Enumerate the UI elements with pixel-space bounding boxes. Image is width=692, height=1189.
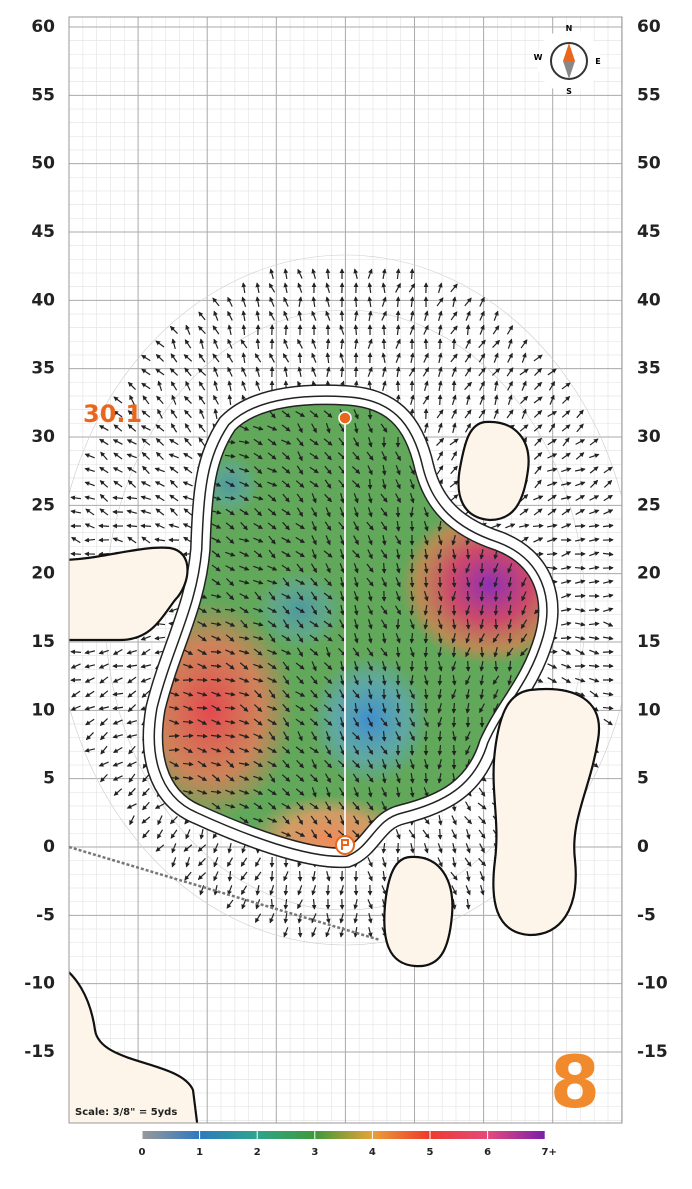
y-tick-label-right: 0 [637, 837, 649, 857]
y-tick-label-right: 55 [637, 85, 661, 105]
compass-w: W [534, 53, 543, 62]
y-tick-label-left: 55 [31, 85, 55, 105]
y-tick-label-left: -5 [36, 905, 55, 925]
y-tick-label-left: 0 [43, 837, 55, 857]
y-tick-label-right: -5 [637, 905, 656, 925]
y-tick-label-right: 50 [637, 154, 661, 174]
legend-label: 2 [254, 1147, 261, 1158]
legend-label: 3 [311, 1147, 318, 1158]
y-tick-label-left: 30 [31, 427, 55, 447]
y-tick-label-left: -10 [24, 974, 55, 994]
y-tick-label-right: 15 [637, 632, 661, 652]
y-tick-label-left: 25 [31, 495, 55, 515]
y-tick-label-right: 35 [637, 359, 661, 379]
y-tick-label-right: 20 [637, 564, 661, 584]
y-tick-label-right: 25 [637, 495, 661, 515]
y-tick-label-left: 20 [31, 564, 55, 584]
legend-label: 4 [369, 1147, 376, 1158]
pin [338, 411, 352, 425]
y-tick-label-left: 5 [43, 769, 55, 789]
compass-n: N [566, 24, 573, 33]
y-tick-label-right: 45 [637, 222, 661, 242]
y-tick-label-right: 30 [637, 427, 661, 447]
pin-label: 30.1 [83, 400, 142, 428]
scale-note: Scale: 3/8" = 5yds [75, 1107, 177, 1118]
legend-label: 6 [484, 1147, 491, 1158]
y-tick-label-right: -10 [637, 974, 668, 994]
y-tick-label-left: 10 [31, 700, 55, 720]
compass-s: S [566, 87, 572, 96]
compass-e: E [595, 57, 600, 66]
y-tick-label-right: 5 [637, 769, 649, 789]
hole-number: 8 [550, 1040, 600, 1124]
y-tick-label-right: 60 [637, 17, 661, 37]
y-tick-label-left: -15 [24, 1042, 55, 1062]
legend-colorbar [142, 1131, 545, 1139]
y-tick-label-right: 10 [637, 700, 661, 720]
y-tick-label-left: 35 [31, 359, 55, 379]
y-tick-label-left: 40 [31, 290, 55, 310]
y-tick-label-left: 15 [31, 632, 55, 652]
compass: N S E W [534, 24, 601, 96]
y-tick-label-left: 45 [31, 222, 55, 242]
y-tick-label-left: 60 [31, 17, 55, 37]
legend-label: 0 [139, 1147, 146, 1158]
y-tick-label-right: 40 [637, 290, 661, 310]
legend-label: 7+ [542, 1147, 557, 1158]
y-tick-label-left: 50 [31, 154, 55, 174]
y-tick-label-right: -15 [637, 1042, 668, 1062]
bunkers [69, 420, 601, 1123]
legend-label: 1 [196, 1147, 203, 1158]
legend-label: 5 [427, 1147, 434, 1158]
